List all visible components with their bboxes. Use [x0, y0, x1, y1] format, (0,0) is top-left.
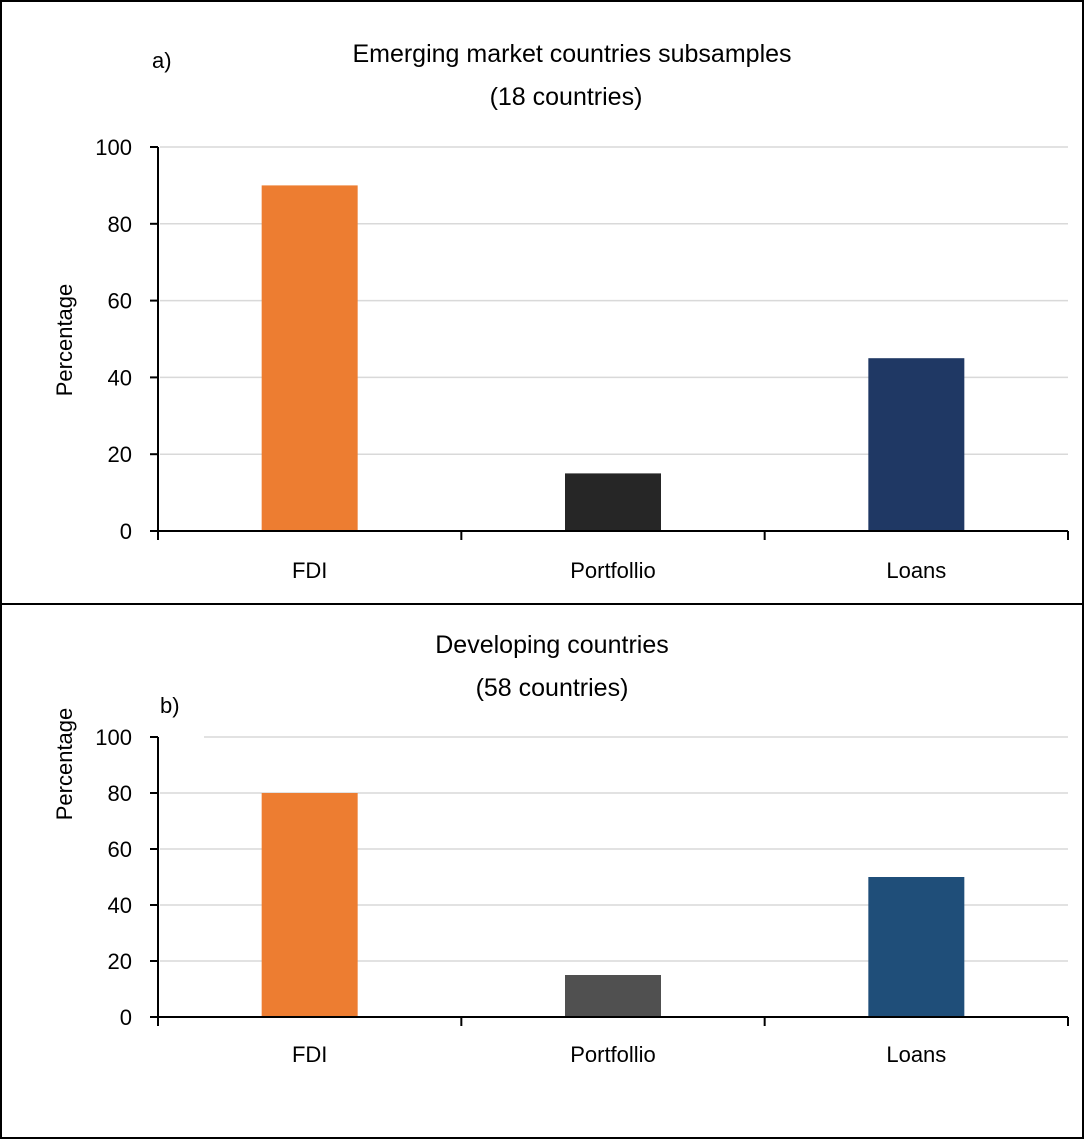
panel-b-category-label: Loans	[886, 1042, 946, 1067]
panel-b-subtitle: (58 countries)	[476, 674, 629, 702]
panel-a-title: Emerging market countries subsamples	[352, 40, 791, 68]
panel-a-y-tick-label: 40	[108, 365, 132, 390]
panel-a-category-label: Loans	[886, 558, 946, 583]
panel-a-label: a)	[152, 48, 172, 73]
panel-b-y-tick-label: 80	[108, 781, 132, 806]
panel-b-y-tick-label: 0	[120, 1005, 132, 1030]
panel-a-bar-loans	[868, 358, 965, 531]
panel-a-bar-fdi	[261, 185, 358, 531]
panel-b-category-label: Portfollio	[570, 1042, 656, 1067]
panel-b-title: Developing countries	[435, 631, 668, 659]
panel-a-subtitle: (18 countries)	[490, 83, 643, 111]
panel-a-bar-portfollio	[565, 473, 661, 531]
panel-a-y-tick-label: 60	[108, 289, 132, 314]
panel-b-label: b)	[160, 693, 180, 718]
panel-b-frame	[0, 603, 1084, 1139]
panel-a-category-label: Portfollio	[570, 558, 656, 583]
panel-b-y-tick-labels: 0 20 40 60 80 100	[95, 725, 158, 1030]
panel-a-category-label: FDI	[292, 558, 327, 583]
panel-b-bar-loans	[868, 877, 965, 1017]
panel-a-y-tick-label: 80	[108, 212, 132, 237]
panel-b-x-ticks	[157, 1017, 1069, 1026]
panel-b-category-label: FDI	[292, 1042, 327, 1067]
panel-b-y-tick-label: 20	[108, 949, 132, 974]
panel-b-bars	[261, 793, 965, 1017]
panel-a-y-tick-label: 20	[108, 442, 132, 467]
panel-b-bar-fdi	[261, 793, 358, 1017]
panel-b-y-axis-label: Percentage	[52, 708, 77, 821]
panel-a-bars	[261, 185, 965, 531]
panel-b-category-labels: FDI Portfollio Loans	[292, 1042, 946, 1067]
panel-a-y-axis-label: Percentage	[52, 284, 77, 397]
panel-b-y-tick-label: 60	[108, 837, 132, 862]
panel-a-category-labels: FDI Portfollio Loans	[292, 558, 946, 583]
panel-a-y-tick-label: 0	[120, 519, 132, 544]
panel-b-y-tick-label: 40	[108, 893, 132, 918]
panel-b-y-tick-label: 100	[95, 725, 132, 750]
chart-panel-a: a) Emerging market countries subsamples …	[52, 40, 1069, 583]
panel-a-y-tick-labels: 0 20 40 60 80 100	[95, 135, 158, 544]
chart-panel-b: Developing countries (58 countries) b) P…	[52, 631, 1069, 1067]
panel-a-x-ticks	[157, 531, 1069, 540]
panel-b-bar-portfollio	[565, 975, 661, 1017]
panel-a-y-tick-label: 100	[95, 135, 132, 160]
